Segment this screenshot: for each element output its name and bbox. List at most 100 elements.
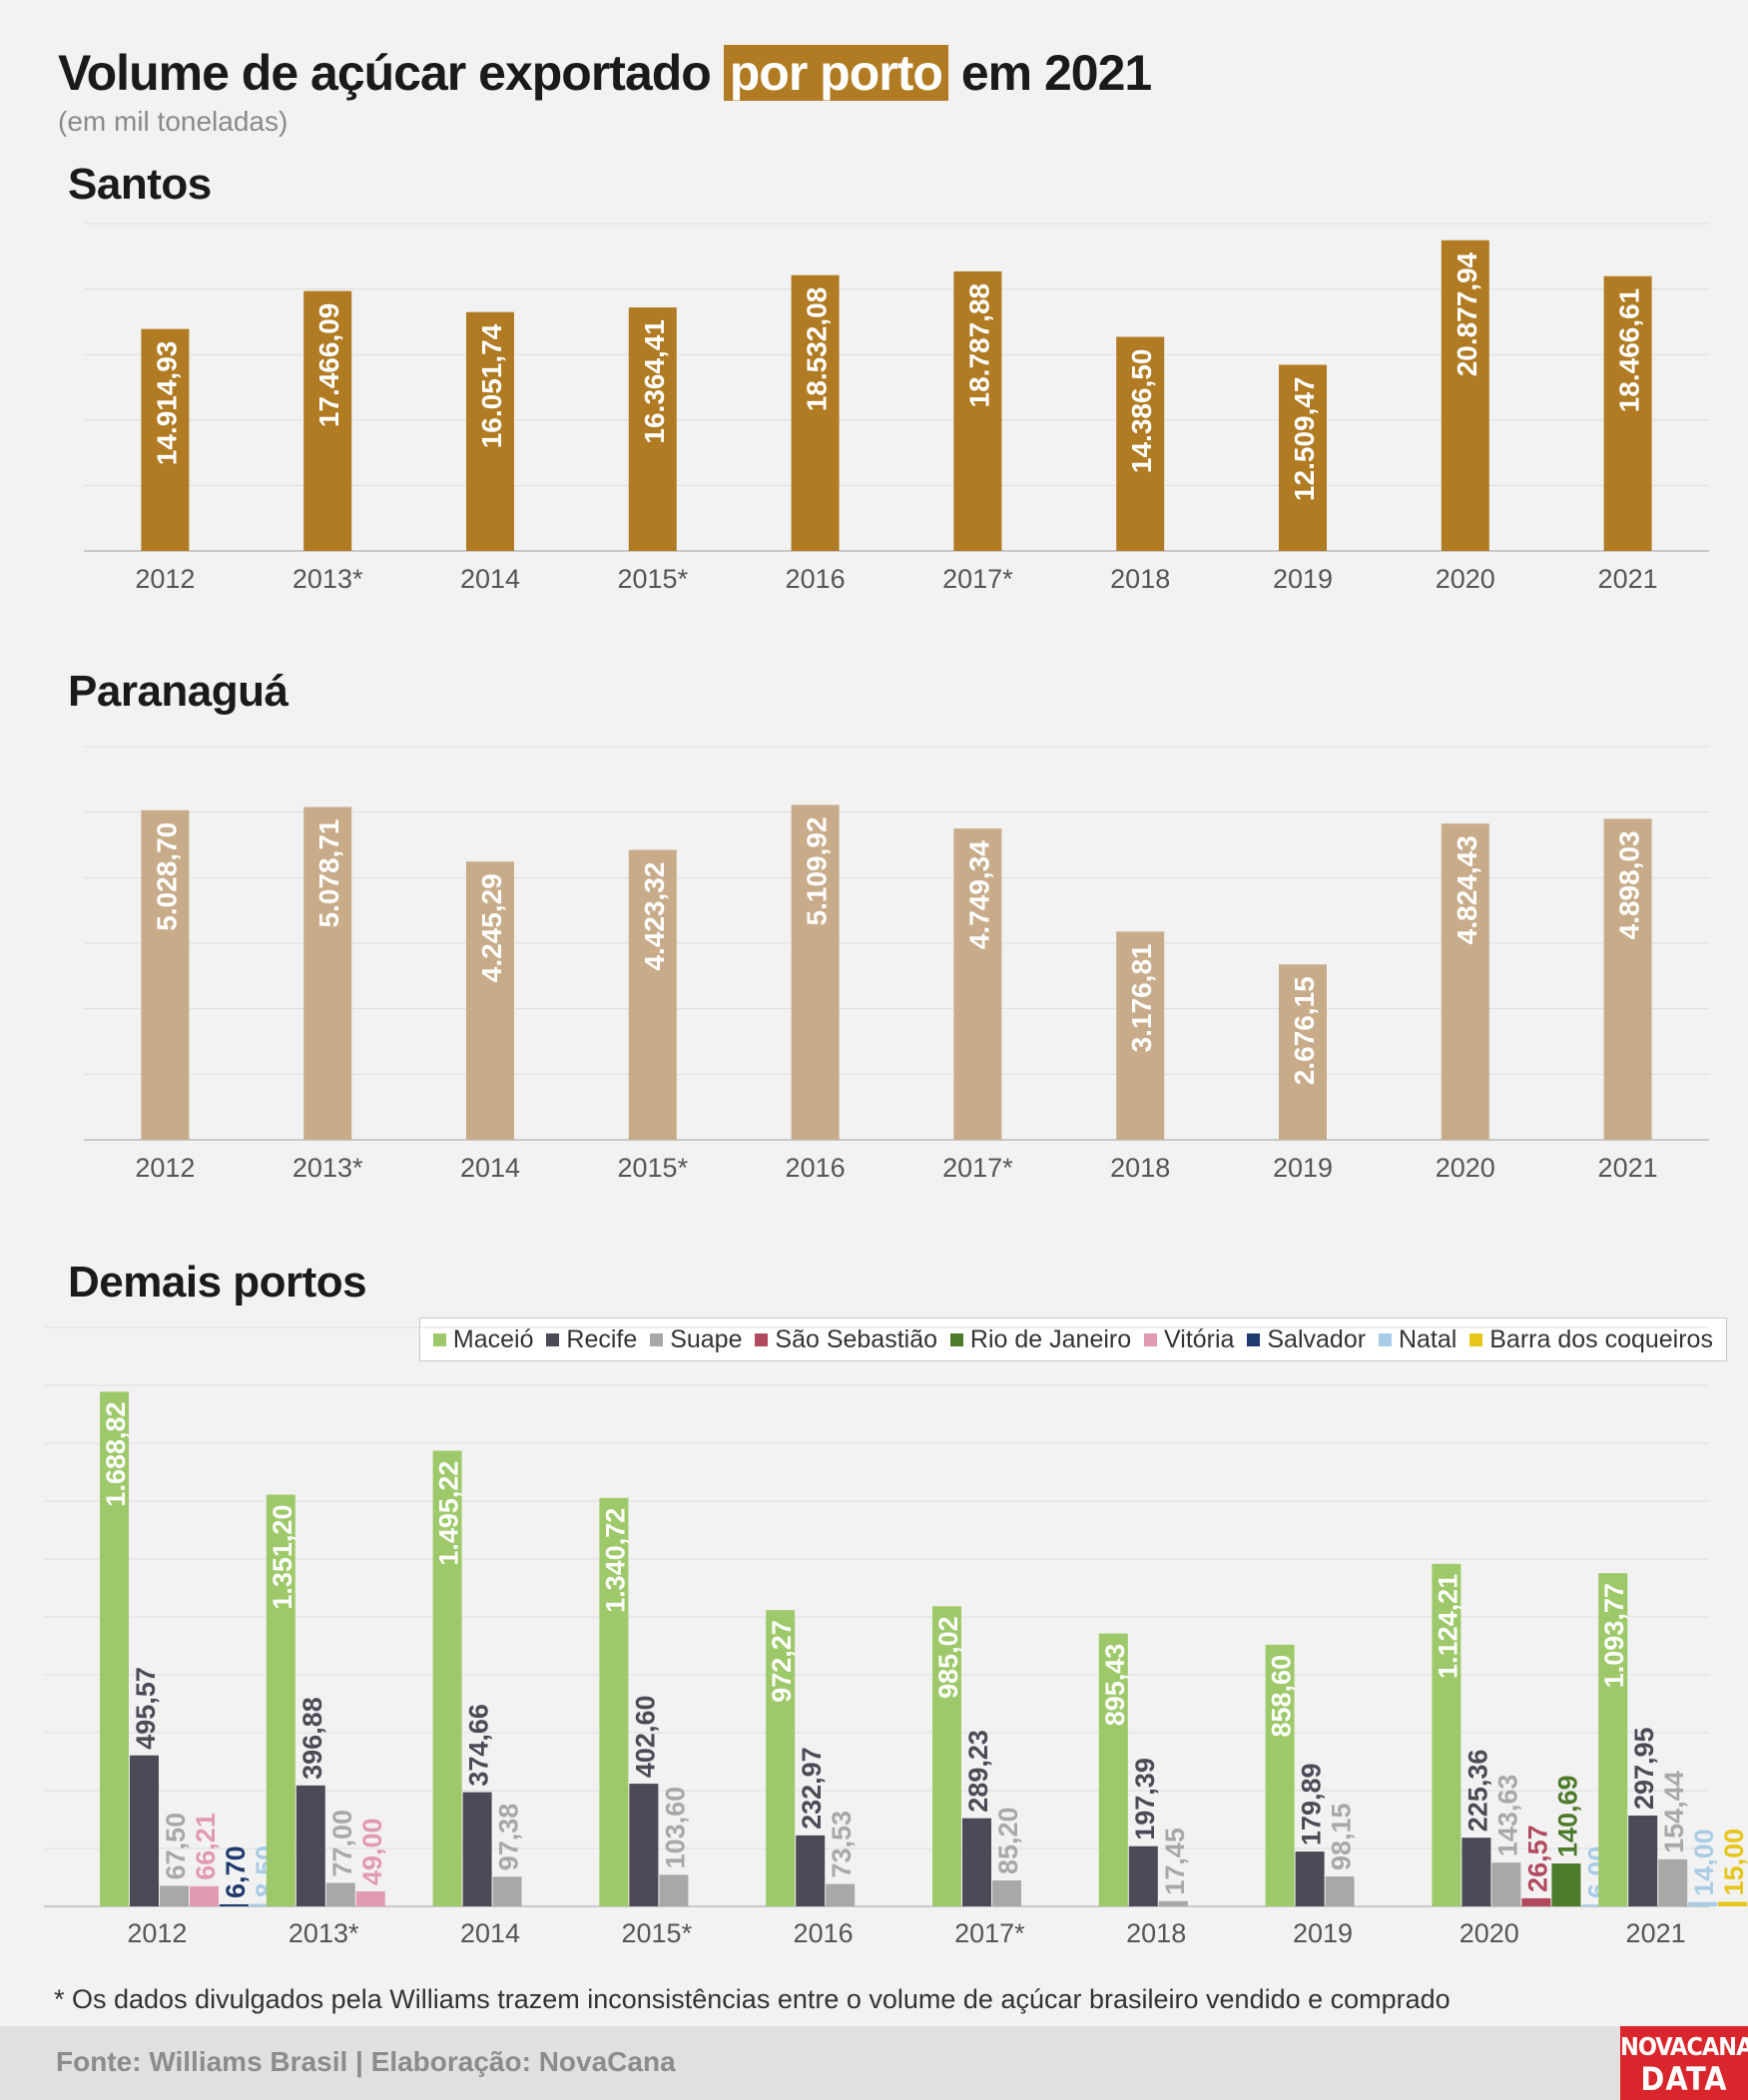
legend-swatch bbox=[1378, 1332, 1392, 1346]
section-title-paranagua: Paranaguá bbox=[68, 667, 289, 716]
data-label: 1.351,20 bbox=[268, 1505, 297, 1610]
bar bbox=[1279, 364, 1327, 551]
x-tick-label: 2020 bbox=[1459, 1918, 1519, 1948]
x-tick-label: 2014 bbox=[460, 1918, 520, 1948]
data-label: 5.028,70 bbox=[151, 822, 182, 931]
data-label: 1.495,22 bbox=[434, 1461, 464, 1566]
legend-swatch bbox=[949, 1332, 963, 1346]
logo-line2: DATA bbox=[1640, 2060, 1728, 2098]
data-label: 1.124,21 bbox=[1433, 1574, 1462, 1679]
bar bbox=[1265, 1644, 1295, 1906]
bar bbox=[141, 809, 190, 1140]
source-credit: Fonte: Williams Brasil | Elaboração: Nov… bbox=[56, 2046, 676, 2077]
logo-line1: NOVACANA bbox=[1620, 2032, 1748, 2061]
x-tick-label: 2021 bbox=[1598, 1153, 1658, 1183]
legend-label: Vitória bbox=[1164, 1324, 1235, 1353]
bar bbox=[628, 849, 677, 1140]
bar bbox=[250, 1903, 279, 1906]
data-label: 15,00 bbox=[1719, 1829, 1748, 1896]
data-label: 858,60 bbox=[1267, 1655, 1297, 1738]
bar bbox=[466, 311, 514, 551]
data-label: 3.176,81 bbox=[1126, 943, 1157, 1052]
x-tick-label: 2016 bbox=[786, 1153, 846, 1183]
bar bbox=[1551, 1863, 1581, 1906]
x-tick-label: 2021 bbox=[1626, 1918, 1686, 1948]
data-label: 495,57 bbox=[131, 1667, 161, 1750]
legend-label: Recife bbox=[566, 1324, 638, 1353]
bar bbox=[932, 1606, 961, 1906]
x-tick-label: 2015* bbox=[618, 1153, 689, 1183]
bar bbox=[432, 1450, 462, 1906]
bar bbox=[1598, 1573, 1628, 1906]
legend-swatch bbox=[1144, 1332, 1158, 1346]
data-label: 14.386,50 bbox=[1126, 349, 1157, 474]
bar bbox=[1432, 1563, 1461, 1906]
data-label: 985,02 bbox=[933, 1616, 963, 1699]
data-label: 18.532,08 bbox=[802, 287, 833, 412]
data-label: 396,88 bbox=[297, 1697, 327, 1780]
bar bbox=[492, 1876, 522, 1906]
x-tick-label: 2020 bbox=[1436, 1153, 1495, 1183]
title-part2: em 2021 bbox=[960, 45, 1152, 101]
chart-santos: 14.914,93 2012 17.466,09 2013* 16.051,74 2014… bbox=[84, 223, 1709, 594]
data-label: 6,70 bbox=[221, 1845, 251, 1898]
bar bbox=[1603, 818, 1652, 1140]
data-label: 179,89 bbox=[1297, 1763, 1327, 1845]
x-tick-label: 2019 bbox=[1293, 1918, 1353, 1948]
chart-paranagua: 5.028,70 2012 5.078,71 2013* 4.245,29 2014 4.4… bbox=[84, 746, 1709, 1183]
bar bbox=[190, 1885, 219, 1906]
x-tick-label: 2016 bbox=[786, 564, 846, 594]
legend-label: Barra dos coqueiros bbox=[1489, 1324, 1713, 1353]
data-label: 73,53 bbox=[827, 1811, 857, 1878]
data-label: 4.423,32 bbox=[639, 862, 670, 971]
data-label: 5.109,92 bbox=[802, 816, 833, 925]
bar bbox=[1441, 240, 1489, 552]
bar bbox=[160, 1885, 189, 1906]
data-label: 4.824,43 bbox=[1452, 835, 1482, 944]
bar bbox=[766, 1610, 796, 1906]
legend-item: Rio de Janeiro bbox=[949, 1324, 1132, 1354]
bar bbox=[1491, 1862, 1521, 1906]
legend-swatch bbox=[1247, 1332, 1261, 1346]
data-label: 895,43 bbox=[1100, 1644, 1130, 1727]
data-label: 972,27 bbox=[767, 1620, 797, 1703]
legend-label: Rio de Janeiro bbox=[969, 1324, 1132, 1353]
x-tick-label: 2019 bbox=[1273, 564, 1333, 594]
legend-item: Recife bbox=[546, 1325, 637, 1354]
x-tick-label: 2012 bbox=[127, 1918, 187, 1948]
data-label: 4.898,03 bbox=[1614, 830, 1645, 939]
legend-item: Barra dos coqueiros bbox=[1469, 1325, 1713, 1354]
page-title: Volume de açúcar exportado por porto em … bbox=[58, 44, 1152, 102]
bar bbox=[220, 1903, 249, 1906]
data-label: 20.877,94 bbox=[1452, 252, 1482, 376]
x-tick-label: 2014 bbox=[460, 1153, 520, 1183]
data-label: 225,36 bbox=[1462, 1750, 1492, 1833]
footnote: * Os dados divulgados pela Williams traz… bbox=[54, 1984, 1451, 2014]
data-label: 14.914,93 bbox=[151, 341, 182, 466]
data-label: 26,57 bbox=[1522, 1825, 1552, 1892]
page-subtitle: (em mil toneladas) bbox=[58, 106, 289, 137]
section-title-santos: Santos bbox=[68, 160, 212, 209]
bar bbox=[466, 861, 514, 1140]
x-tick-label: 2020 bbox=[1436, 564, 1495, 594]
x-tick-label: 2018 bbox=[1110, 564, 1170, 594]
legend-label: Suape bbox=[670, 1324, 743, 1353]
data-label: 17,45 bbox=[1160, 1828, 1190, 1895]
bar bbox=[628, 307, 677, 551]
legend-item: São Sebastião bbox=[755, 1325, 937, 1354]
bar bbox=[1116, 336, 1165, 551]
bar bbox=[1098, 1633, 1128, 1906]
data-label: 14,00 bbox=[1689, 1829, 1719, 1896]
legend-label: Maceió bbox=[452, 1324, 534, 1353]
data-label: 1.093,77 bbox=[1599, 1583, 1629, 1688]
bar bbox=[599, 1497, 629, 1906]
x-tick-label: 2021 bbox=[1598, 564, 1658, 594]
bar bbox=[791, 274, 840, 551]
bar bbox=[130, 1755, 159, 1906]
legend-item: Natal bbox=[1378, 1325, 1457, 1354]
x-tick-label: 2012 bbox=[135, 564, 195, 594]
legend-swatch bbox=[432, 1332, 446, 1346]
footer: Fonte: Williams Brasil | Elaboração: Nov… bbox=[0, 2026, 1748, 2100]
legend-label: São Sebastião bbox=[775, 1324, 938, 1353]
bar bbox=[1688, 1901, 1718, 1906]
